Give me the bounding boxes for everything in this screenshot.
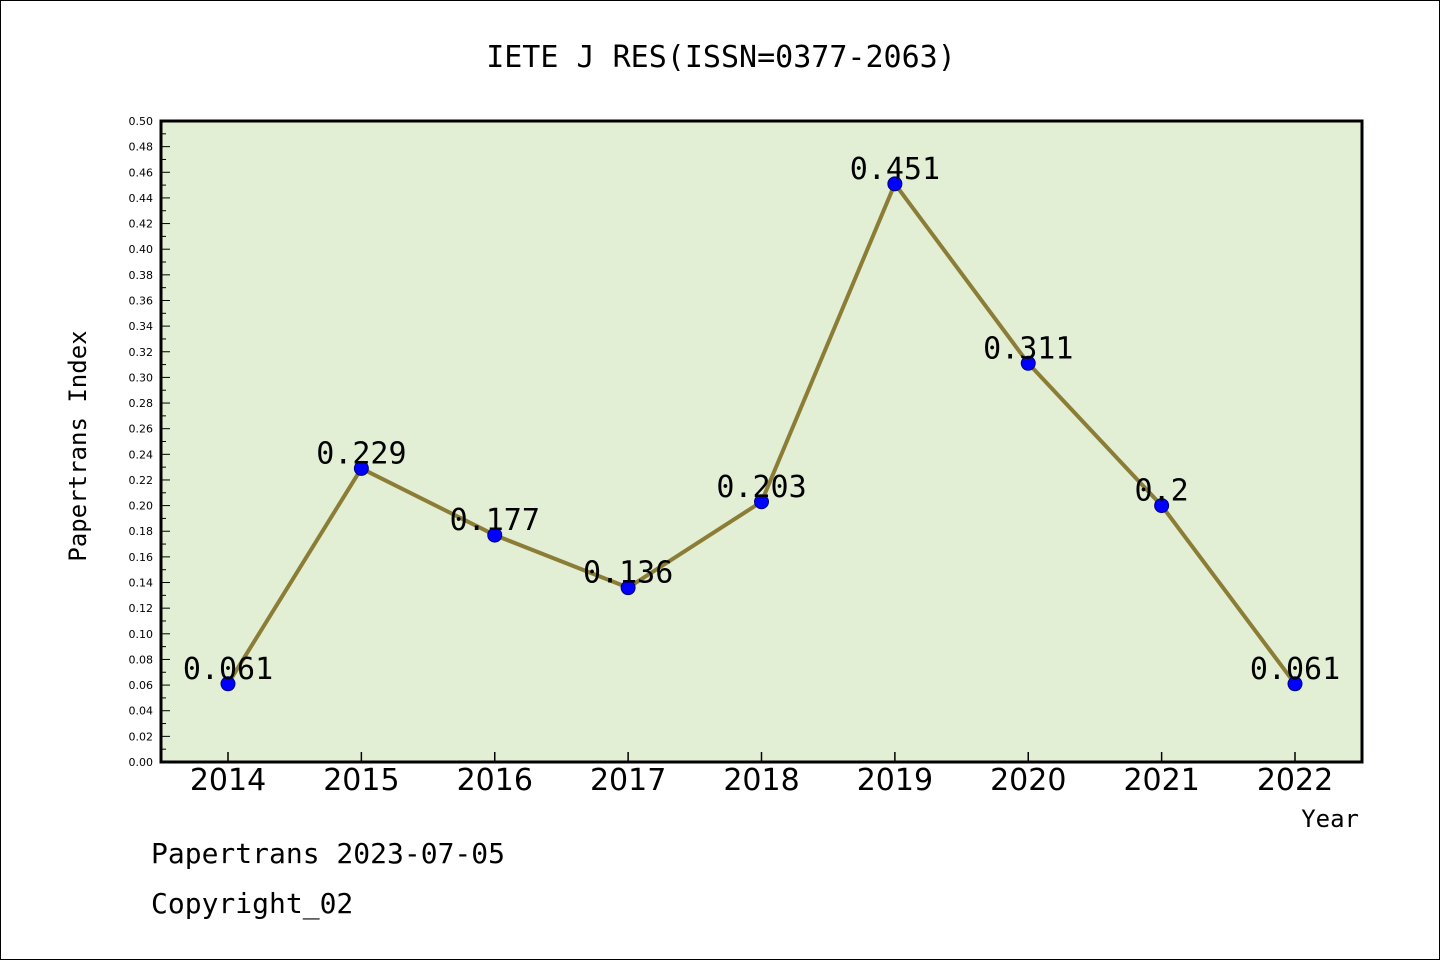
data-label: 0.311 <box>983 331 1073 366</box>
y-tick-label: 0.28 <box>129 397 154 410</box>
y-tick-label: 0.22 <box>129 474 154 487</box>
x-axis-ticks: 2014 2015 2016 2017 2018 2019 2020 2021 2022 <box>190 752 1333 798</box>
data-point <box>754 494 769 510</box>
y-tick-label: 0.36 <box>129 294 154 307</box>
x-tick-label: 2017 <box>590 763 666 798</box>
x-tick-label: 2014 <box>190 763 266 798</box>
y-tick-label: 0.50 <box>129 115 154 128</box>
y-tick-label: 0.16 <box>129 551 154 564</box>
plot-area <box>159 119 1364 764</box>
data-label: 0.229 <box>316 436 406 471</box>
data-point <box>1020 355 1036 371</box>
data-label: 0.061 <box>1250 652 1340 687</box>
y-tick-label: 0.08 <box>129 653 154 666</box>
chart-title: IETE J RES(ISSN=0377-2063) <box>486 40 956 75</box>
y-tick-label: 0.32 <box>129 346 154 359</box>
y-tick-label: 0.02 <box>129 730 154 743</box>
y-tick-label: 0.42 <box>129 218 154 231</box>
data-label: 0.061 <box>183 652 273 687</box>
data-label: 0.451 <box>850 152 940 187</box>
y-tick-label: 0.04 <box>129 705 154 718</box>
x-tick-label: 2022 <box>1257 763 1333 798</box>
data-point <box>1154 498 1170 514</box>
y-tick-label: 0.10 <box>129 628 154 641</box>
data-point <box>1287 676 1303 692</box>
y-tick-label: 0.24 <box>129 448 154 461</box>
data-point <box>620 580 636 596</box>
y-tick-label: 0.44 <box>129 192 154 205</box>
y-tick-label: 0.18 <box>129 525 154 538</box>
y-tick-label: 0.40 <box>129 243 154 256</box>
y-tick-label: 0.14 <box>129 577 154 590</box>
data-labels: 0.061 0.229 0.177 0.136 0.203 0.451 0.311 0.2 0.… <box>183 152 1340 687</box>
y-tick-label: 0.12 <box>129 602 154 615</box>
y-tick-label: 0.06 <box>129 679 154 692</box>
y-tick-label: 0.00 <box>129 756 154 769</box>
y-axis-label: Papertrans Index <box>64 330 92 561</box>
x-tick-label: 2019 <box>857 763 933 798</box>
data-point <box>353 460 369 476</box>
data-label: 0.2 <box>1135 474 1189 509</box>
x-tick-label: 2015 <box>323 763 399 798</box>
data-label: 0.177 <box>450 503 540 538</box>
data-label: 0.203 <box>716 470 806 505</box>
y-tick-label: 0.38 <box>129 269 154 282</box>
data-point <box>487 527 503 543</box>
data-point <box>887 176 903 192</box>
x-tick-label: 2020 <box>990 763 1066 798</box>
y-tick-label: 0.46 <box>129 166 154 179</box>
y-tick-label: 0.26 <box>129 423 154 436</box>
y-tick-label: 0.48 <box>129 141 154 154</box>
x-tick-label: 2021 <box>1123 763 1199 798</box>
x-tick-label: 2016 <box>457 763 533 798</box>
y-tick-label: 0.20 <box>129 500 154 513</box>
footer-date: Papertrans 2023-07-05 <box>151 837 506 870</box>
data-points <box>220 176 1303 692</box>
footer-copyright: Copyright_02 <box>151 887 354 920</box>
x-axis-label: Year <box>1301 805 1359 833</box>
y-tick-label: 0.30 <box>129 371 154 384</box>
data-point <box>220 676 236 692</box>
y-axis-ticks: 0.00 0.02 0.04 0.06 0.08 0.10 0.12 0.14 0.16 0.18… <box>129 115 170 769</box>
data-label: 0.136 <box>583 556 673 591</box>
x-tick-label: 2018 <box>723 763 799 798</box>
y-tick-label: 0.34 <box>129 320 154 333</box>
